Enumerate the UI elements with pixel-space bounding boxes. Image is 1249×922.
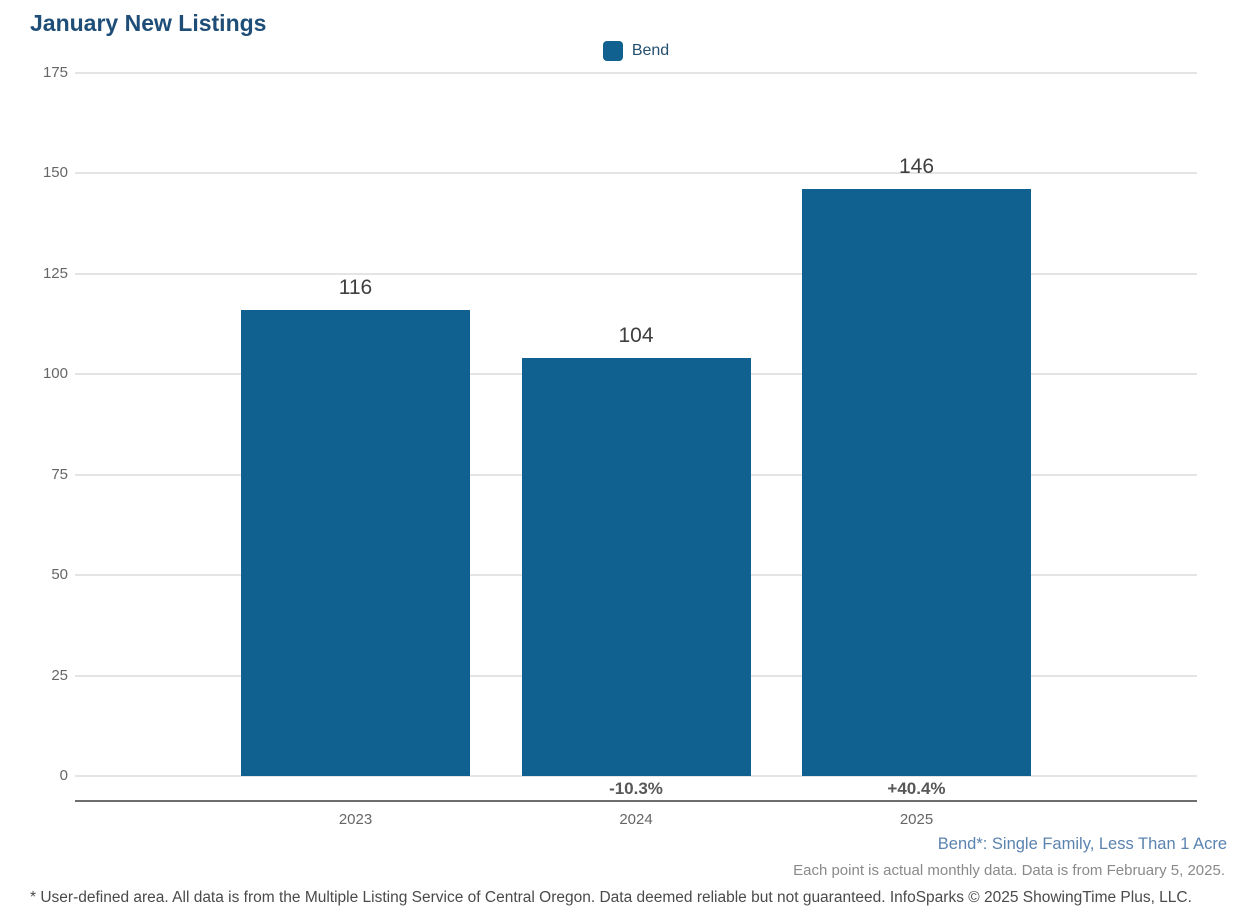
bar-2024[interactable]	[521, 358, 751, 776]
y-axis-tick-label: 75	[51, 465, 68, 483]
bar-value-label: 146	[898, 155, 935, 179]
y-axis-tick-label: 0	[59, 767, 68, 784]
y-axis-tick-label: 25	[51, 666, 68, 684]
gridline	[75, 272, 1197, 275]
legend[interactable]: Bend	[75, 41, 1197, 61]
y-axis-tick-label: 50	[51, 566, 68, 584]
gridline	[75, 775, 1197, 777]
bar-2025[interactable]	[802, 189, 1031, 776]
legend-label: Bend	[631, 42, 670, 59]
bar-value-label: 104	[618, 324, 654, 348]
y-axis-tick-label: 175	[42, 64, 68, 81]
disclaimer-note: * User-defined area. All data is from th…	[30, 889, 1192, 906]
gridline	[75, 72, 1197, 74]
pct-change-label: -10.3%	[609, 779, 663, 798]
y-axis-tick-label: 150	[42, 164, 68, 182]
bar-value-label: 116	[338, 276, 373, 299]
x-axis-line	[75, 800, 1197, 802]
x-axis-tick-label: 2023	[338, 811, 373, 828]
bar-2023[interactable]	[241, 310, 470, 776]
y-axis-tick-label: 100	[42, 365, 68, 383]
legend-swatch-icon	[602, 41, 623, 61]
chart-title: January New Listings	[30, 10, 267, 36]
y-axis-tick-label: 125	[42, 264, 68, 282]
x-axis-tick-label: 2025	[899, 811, 934, 828]
gridline	[75, 172, 1197, 175]
series-definition-note: Bend*: Single Family, Less Than 1 Acre	[937, 835, 1227, 853]
pct-change-label: +40.4%	[887, 779, 946, 798]
data-source-note: Each point is actual monthly data. Data …	[793, 862, 1225, 879]
x-axis-tick-label: 2024	[619, 811, 653, 828]
